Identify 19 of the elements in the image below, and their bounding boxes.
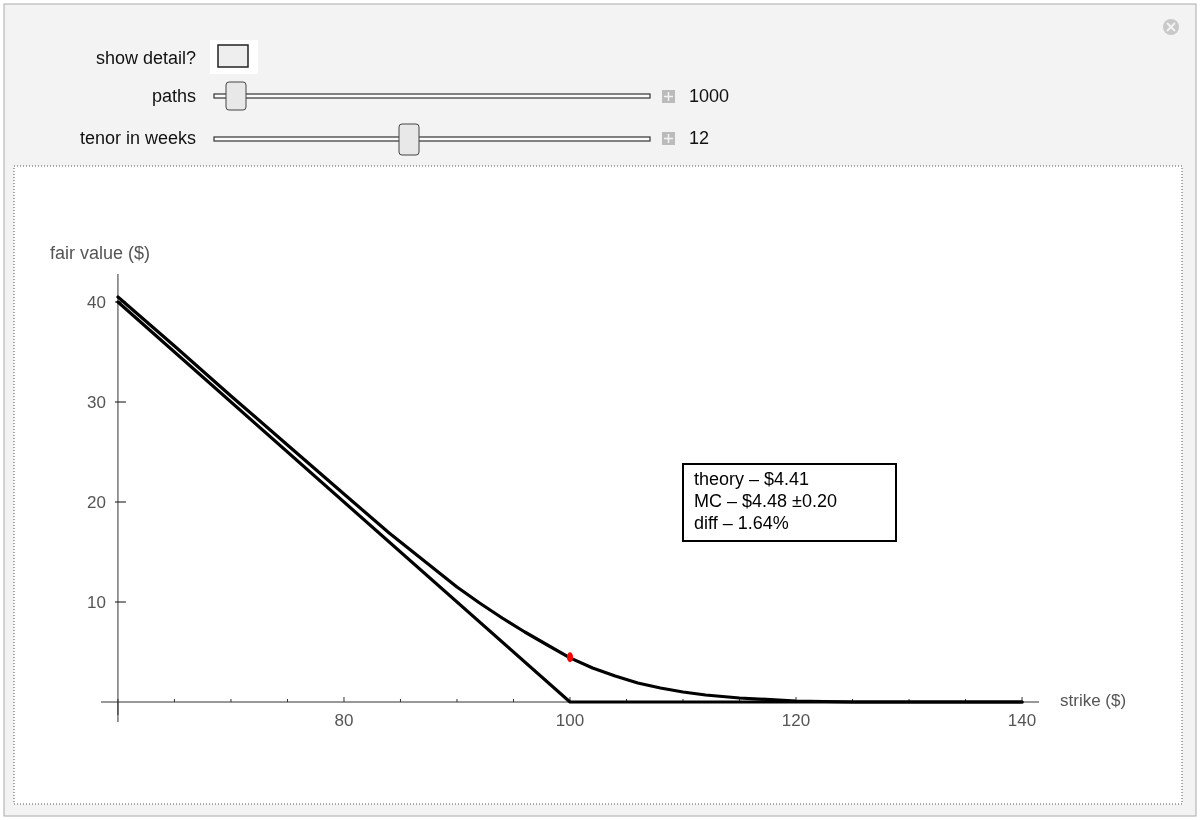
annotation: MC – $4.48 ±0.20 xyxy=(694,491,837,511)
y-tick-label: 40 xyxy=(87,293,106,312)
y-tick-label: 10 xyxy=(87,593,106,612)
text: show detail? xyxy=(95,48,196,68)
annotation: diff – 1.64% xyxy=(694,513,789,533)
x-tick-label: 140 xyxy=(1007,711,1037,730)
annotation: theory – $4.41 xyxy=(694,469,810,489)
text: 1000 xyxy=(689,86,730,106)
text: tenor in weeks xyxy=(79,128,196,148)
x-tick-label: 100 xyxy=(555,711,585,730)
x-tick-label: 120 xyxy=(781,711,811,730)
y-axis-title: fair value ($) xyxy=(50,243,151,263)
y-tick-label: 20 xyxy=(87,493,106,512)
y-tick-label: 30 xyxy=(87,393,106,412)
text-box: theory – $4.41 MC – $4.48 ±0.20 diff – 1.64% xyxy=(682,463,897,542)
text: paths xyxy=(151,86,196,106)
x-tick-label: 80 xyxy=(334,711,354,730)
x-axis-title: strike ($) xyxy=(1060,691,1127,710)
text: 12 xyxy=(689,128,710,148)
